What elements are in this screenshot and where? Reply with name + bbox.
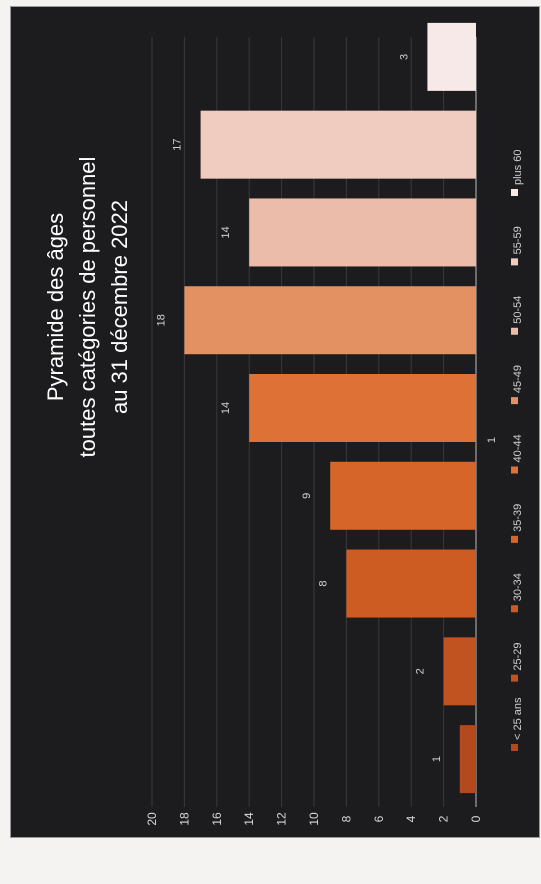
- legend-swatch-5: [511, 397, 518, 405]
- y-tick-label: 20: [145, 812, 159, 826]
- data-label-5: 18: [155, 314, 167, 326]
- data-label-3: 9: [301, 493, 313, 499]
- legend-swatch-0: [511, 744, 518, 751]
- data-label-7: 17: [172, 139, 184, 151]
- legend-label-3: 35-39: [512, 504, 524, 532]
- bar-8: [427, 22, 476, 91]
- bar-2: [346, 549, 476, 618]
- y-axis-ticks: 0 2 4 6 8 10 12 14 16 18 20: [145, 812, 483, 826]
- legend-label-5: 45-49: [512, 365, 524, 393]
- data-label-1: 2: [415, 668, 427, 674]
- title-line-2: toutes catégories de personnel: [75, 157, 100, 458]
- legend-label-2: 30-34: [512, 573, 524, 601]
- legend-label-1: 25-29: [512, 642, 524, 670]
- legend-swatch-4: [511, 466, 518, 474]
- legend-swatch-7: [511, 258, 518, 266]
- data-label-0: 1: [431, 756, 443, 762]
- legend-label-4: 40-44: [512, 434, 524, 462]
- bar-3: [330, 461, 476, 530]
- legend-label-0: < 25 ans: [512, 697, 524, 740]
- legend: < 25 ans 25-29 30-34 35-39 40-44 45-49 50-54 55…: [511, 150, 524, 751]
- y-tick-label: 4: [404, 815, 418, 822]
- legend-label-7: 55-59: [512, 226, 524, 254]
- legend-swatch-3: [511, 535, 518, 543]
- y-tick-label: 2: [437, 815, 451, 822]
- y-tick-label: 16: [210, 812, 224, 826]
- legend-label-8: plus 60: [512, 150, 524, 185]
- legend-swatch-1: [511, 674, 518, 682]
- bar-6: [249, 198, 476, 267]
- legend-swatch-6: [511, 327, 518, 335]
- data-label-2: 8: [317, 580, 329, 586]
- title-line-1: Pyramide des âges: [43, 213, 68, 401]
- y-tick-label: 6: [372, 815, 386, 822]
- y-tick-label: 12: [275, 812, 289, 826]
- bars: [184, 22, 476, 794]
- bar-5: [184, 286, 476, 355]
- y-tick-label: 18: [177, 812, 191, 826]
- chart-frame: 0 2 4 6 8 10 12 14 16 18 20 1 2 8 9 14 18 14 17 3 1 Pyrami…: [10, 6, 540, 838]
- legend-swatch-8: [511, 189, 518, 196]
- y-tick-label: 10: [307, 812, 321, 826]
- bar-4: [249, 374, 476, 442]
- y-tick-label: 8: [339, 815, 353, 822]
- data-label-4: 14: [220, 402, 232, 414]
- y-tick-label: 0: [469, 815, 483, 822]
- legend-label-6: 50-54: [512, 296, 524, 324]
- y-tick-label: 14: [242, 812, 256, 826]
- data-labels: 1 2 8 9 14 18 14 17 3: [155, 54, 442, 762]
- data-label-8: 3: [398, 54, 410, 60]
- bar-1: [443, 637, 476, 706]
- title-line-3: au 31 décembre 2022: [107, 200, 132, 414]
- legend-swatch-2: [511, 605, 518, 613]
- data-label-6: 14: [220, 226, 232, 238]
- bar-0: [459, 725, 476, 794]
- annotation-label: 1: [486, 437, 498, 443]
- chart-title: Pyramide des âges toutes catégories de p…: [43, 157, 132, 458]
- bar-7: [200, 110, 476, 179]
